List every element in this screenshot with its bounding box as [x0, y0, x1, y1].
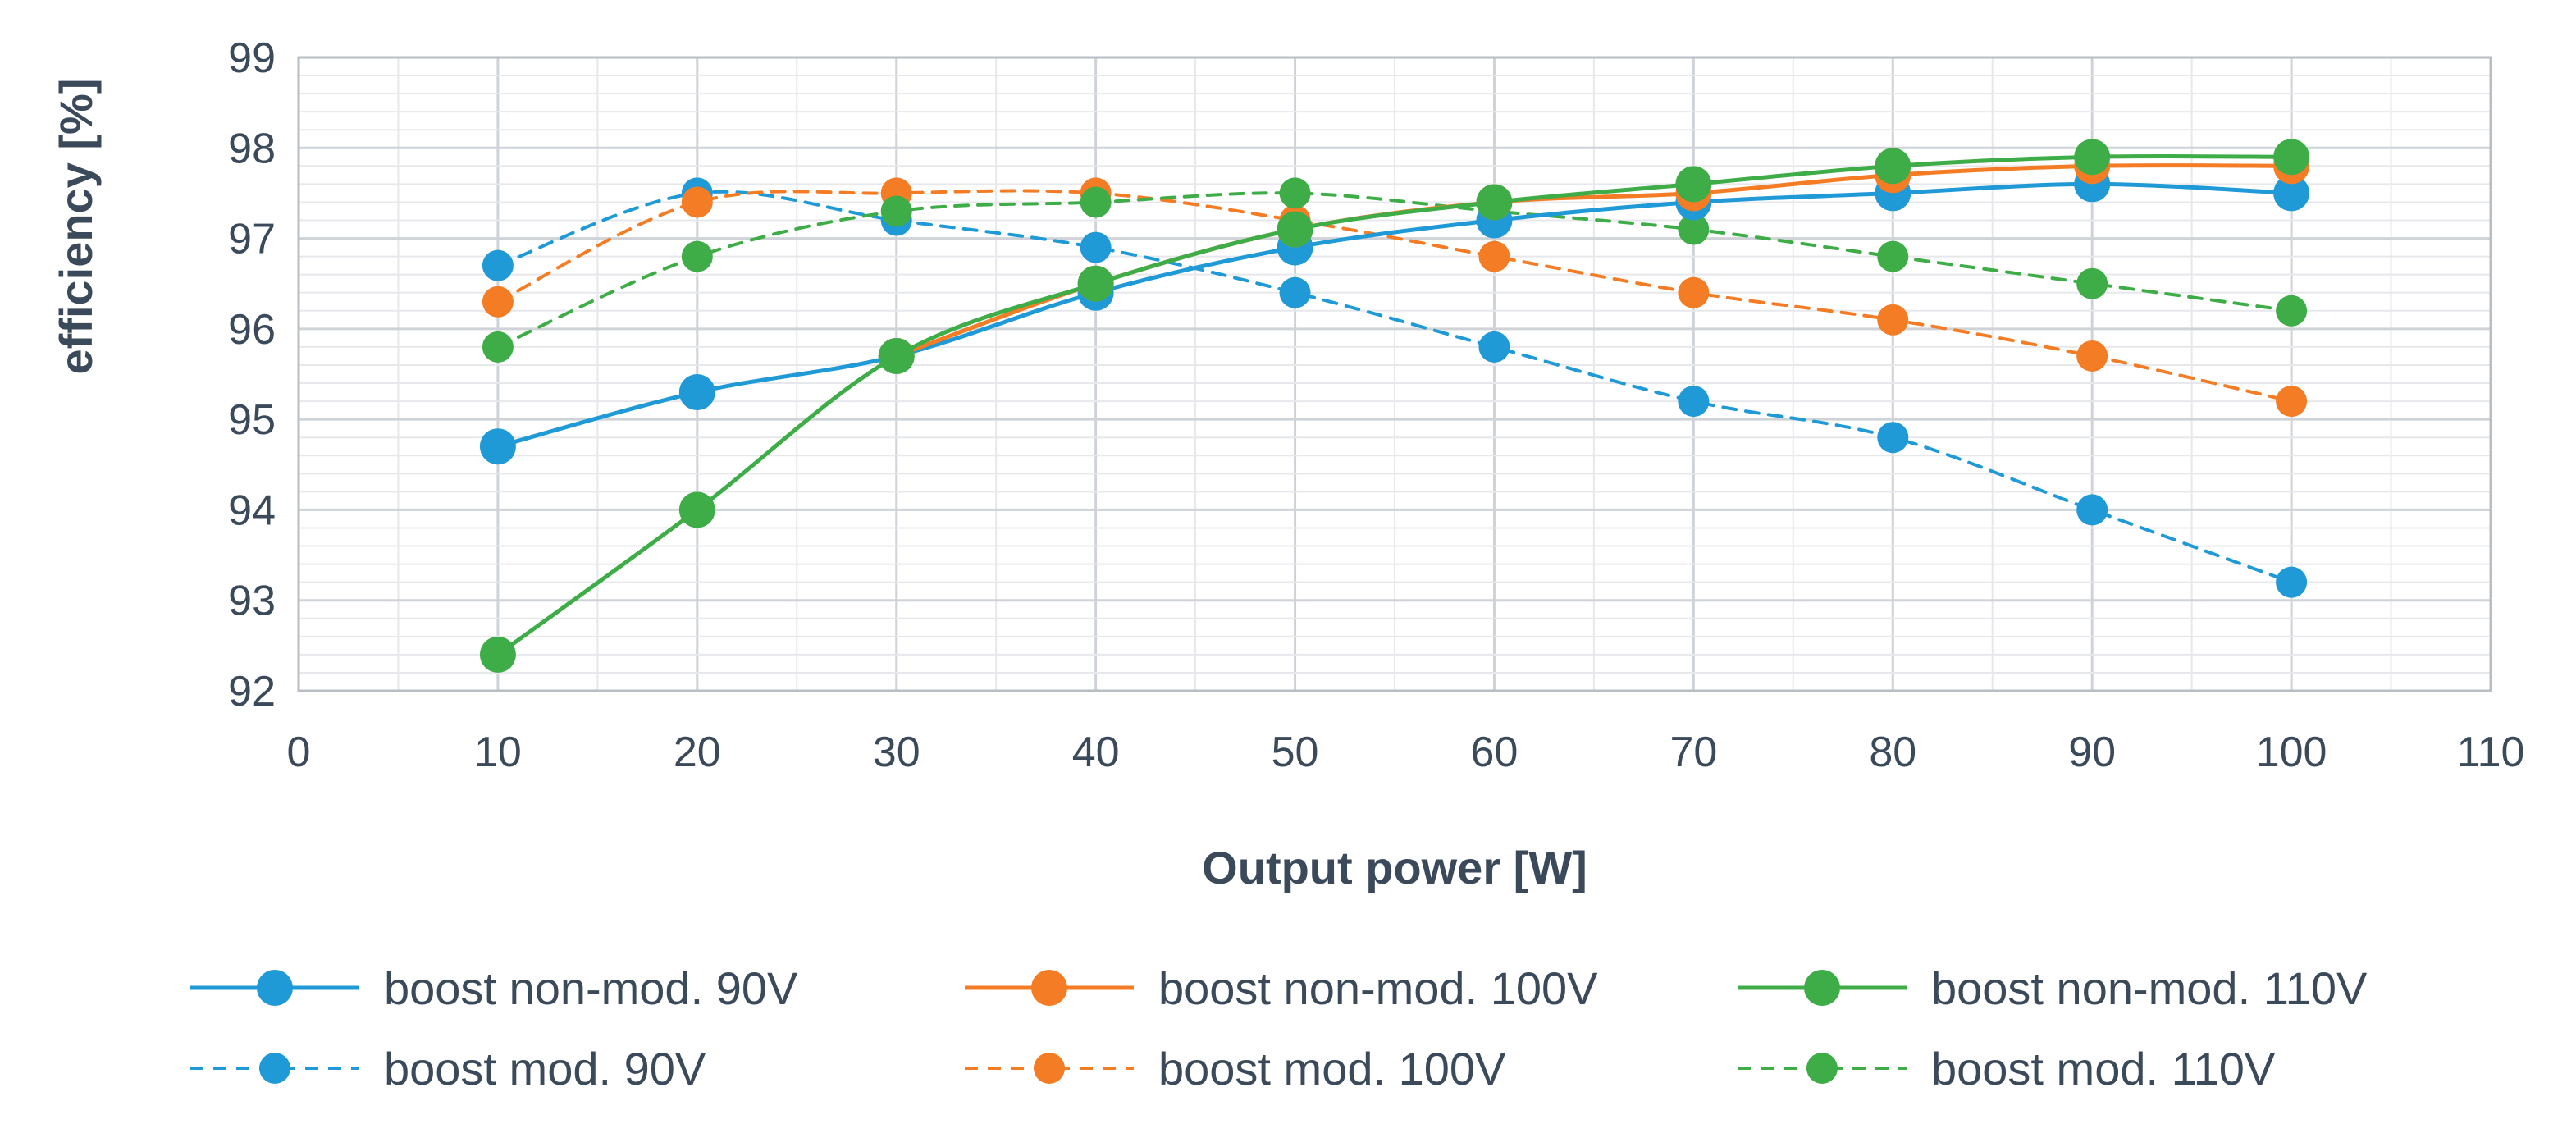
- data-point: [1279, 276, 1311, 308]
- data-point: [1080, 186, 1112, 218]
- data-point: [2276, 386, 2308, 418]
- series-layer: [479, 139, 2310, 673]
- x-tick-label: 50: [1272, 729, 1319, 776]
- data-point: [1877, 304, 1909, 336]
- legend: boost non-mod. 90V boost non-mod. 100V boo…: [190, 962, 2368, 1094]
- series-line: [496, 189, 2294, 404]
- series-line: [496, 153, 2294, 657]
- x-tick-label: 40: [1072, 729, 1120, 776]
- x-tick-label: 30: [873, 729, 920, 776]
- series-line: [496, 191, 2294, 349]
- data-point: [1080, 231, 1112, 263]
- legend-marker: [1806, 1053, 1838, 1084]
- data-point: [1678, 213, 1710, 245]
- series-line: [496, 190, 2294, 584]
- x-axis-title: Output power [W]: [1202, 842, 1587, 893]
- data-point: [681, 186, 713, 218]
- legend-marker: [1804, 970, 1840, 1006]
- data-point: [482, 249, 514, 281]
- data-point: [1678, 276, 1710, 308]
- y-tick-label: 98: [228, 125, 276, 172]
- x-tick-label: 90: [2068, 729, 2116, 776]
- x-tick-label: 60: [1471, 729, 1519, 776]
- plot-area-border: [297, 56, 2492, 692]
- x-tick-label: 110: [2457, 729, 2525, 776]
- legend-label: boost mod. 110V: [1931, 1043, 2276, 1094]
- x-tick-label: 0: [287, 729, 311, 776]
- y-tick-label: 94: [228, 487, 276, 534]
- legend-item: boost non-mod. 90V: [190, 962, 798, 1014]
- data-point: [2276, 295, 2308, 327]
- data-point: [1476, 184, 1513, 221]
- data-point: [1277, 211, 1313, 248]
- data-point: [2074, 139, 2111, 176]
- data-point: [1877, 240, 1909, 272]
- data-point: [1678, 386, 1710, 418]
- data-point: [1478, 331, 1510, 363]
- y-tick-label: 93: [228, 578, 276, 625]
- data-point: [482, 286, 514, 318]
- x-tick-label: 80: [1869, 729, 1916, 776]
- x-tick-label: 20: [674, 729, 721, 776]
- data-point: [2273, 175, 2310, 212]
- legend-marker: [1034, 1053, 1065, 1084]
- series-boost-mod-110v: [482, 177, 2308, 363]
- y-tick-label: 92: [228, 668, 276, 715]
- data-point: [1877, 422, 1909, 454]
- grid: [297, 56, 2492, 692]
- legend-marker: [1031, 970, 1067, 1006]
- data-point: [681, 240, 713, 272]
- tick-labels: 0 10 20 30 40 50 60 70 80 90 100 110 92 93 94 95 96 97 98 9…: [228, 34, 2524, 776]
- data-point: [1875, 148, 1911, 185]
- legend-item: boost non-mod. 100V: [965, 962, 1598, 1014]
- legend-label: boost non-mod. 110V: [1931, 962, 2368, 1014]
- legend-item: boost mod. 110V: [1738, 1043, 2276, 1094]
- data-point: [2273, 139, 2310, 176]
- y-axis-title: efficiency [%]: [50, 79, 102, 375]
- legend-label: boost non-mod. 90V: [384, 962, 798, 1014]
- data-point: [678, 491, 715, 528]
- data-point: [2076, 494, 2108, 526]
- data-point: [880, 195, 912, 227]
- y-tick-label: 99: [228, 34, 276, 82]
- series-line: [496, 181, 2294, 449]
- data-point: [1478, 240, 1510, 272]
- series-boost-non-mod-110v: [479, 139, 2310, 673]
- data-point: [2076, 340, 2108, 372]
- data-point: [1279, 177, 1311, 209]
- x-tick-label: 70: [1669, 729, 1717, 776]
- data-point: [678, 374, 715, 411]
- legend-item: boost mod. 90V: [190, 1043, 706, 1094]
- data-point: [1077, 265, 1114, 302]
- legend-label: boost mod. 90V: [384, 1043, 706, 1094]
- legend-item: boost mod. 100V: [965, 1043, 1506, 1094]
- data-point: [2076, 267, 2108, 299]
- y-tick-label: 95: [228, 396, 276, 444]
- y-tick-label: 96: [228, 306, 276, 354]
- legend-label: boost mod. 100V: [1158, 1043, 1506, 1094]
- data-point: [482, 331, 514, 363]
- data-point: [878, 337, 915, 374]
- data-point: [479, 636, 516, 673]
- legend-item: boost non-mod. 110V: [1738, 962, 2368, 1014]
- axes: [297, 56, 2492, 692]
- data-point: [479, 428, 516, 465]
- x-tick-label: 10: [474, 729, 522, 776]
- legend-marker: [259, 1053, 290, 1084]
- x-tick-label: 100: [2256, 729, 2327, 776]
- legend-label: boost non-mod. 100V: [1158, 962, 1598, 1014]
- legend-marker: [257, 970, 293, 1006]
- y-tick-label: 97: [228, 216, 276, 263]
- data-point: [2276, 566, 2308, 598]
- data-point: [1675, 166, 1712, 203]
